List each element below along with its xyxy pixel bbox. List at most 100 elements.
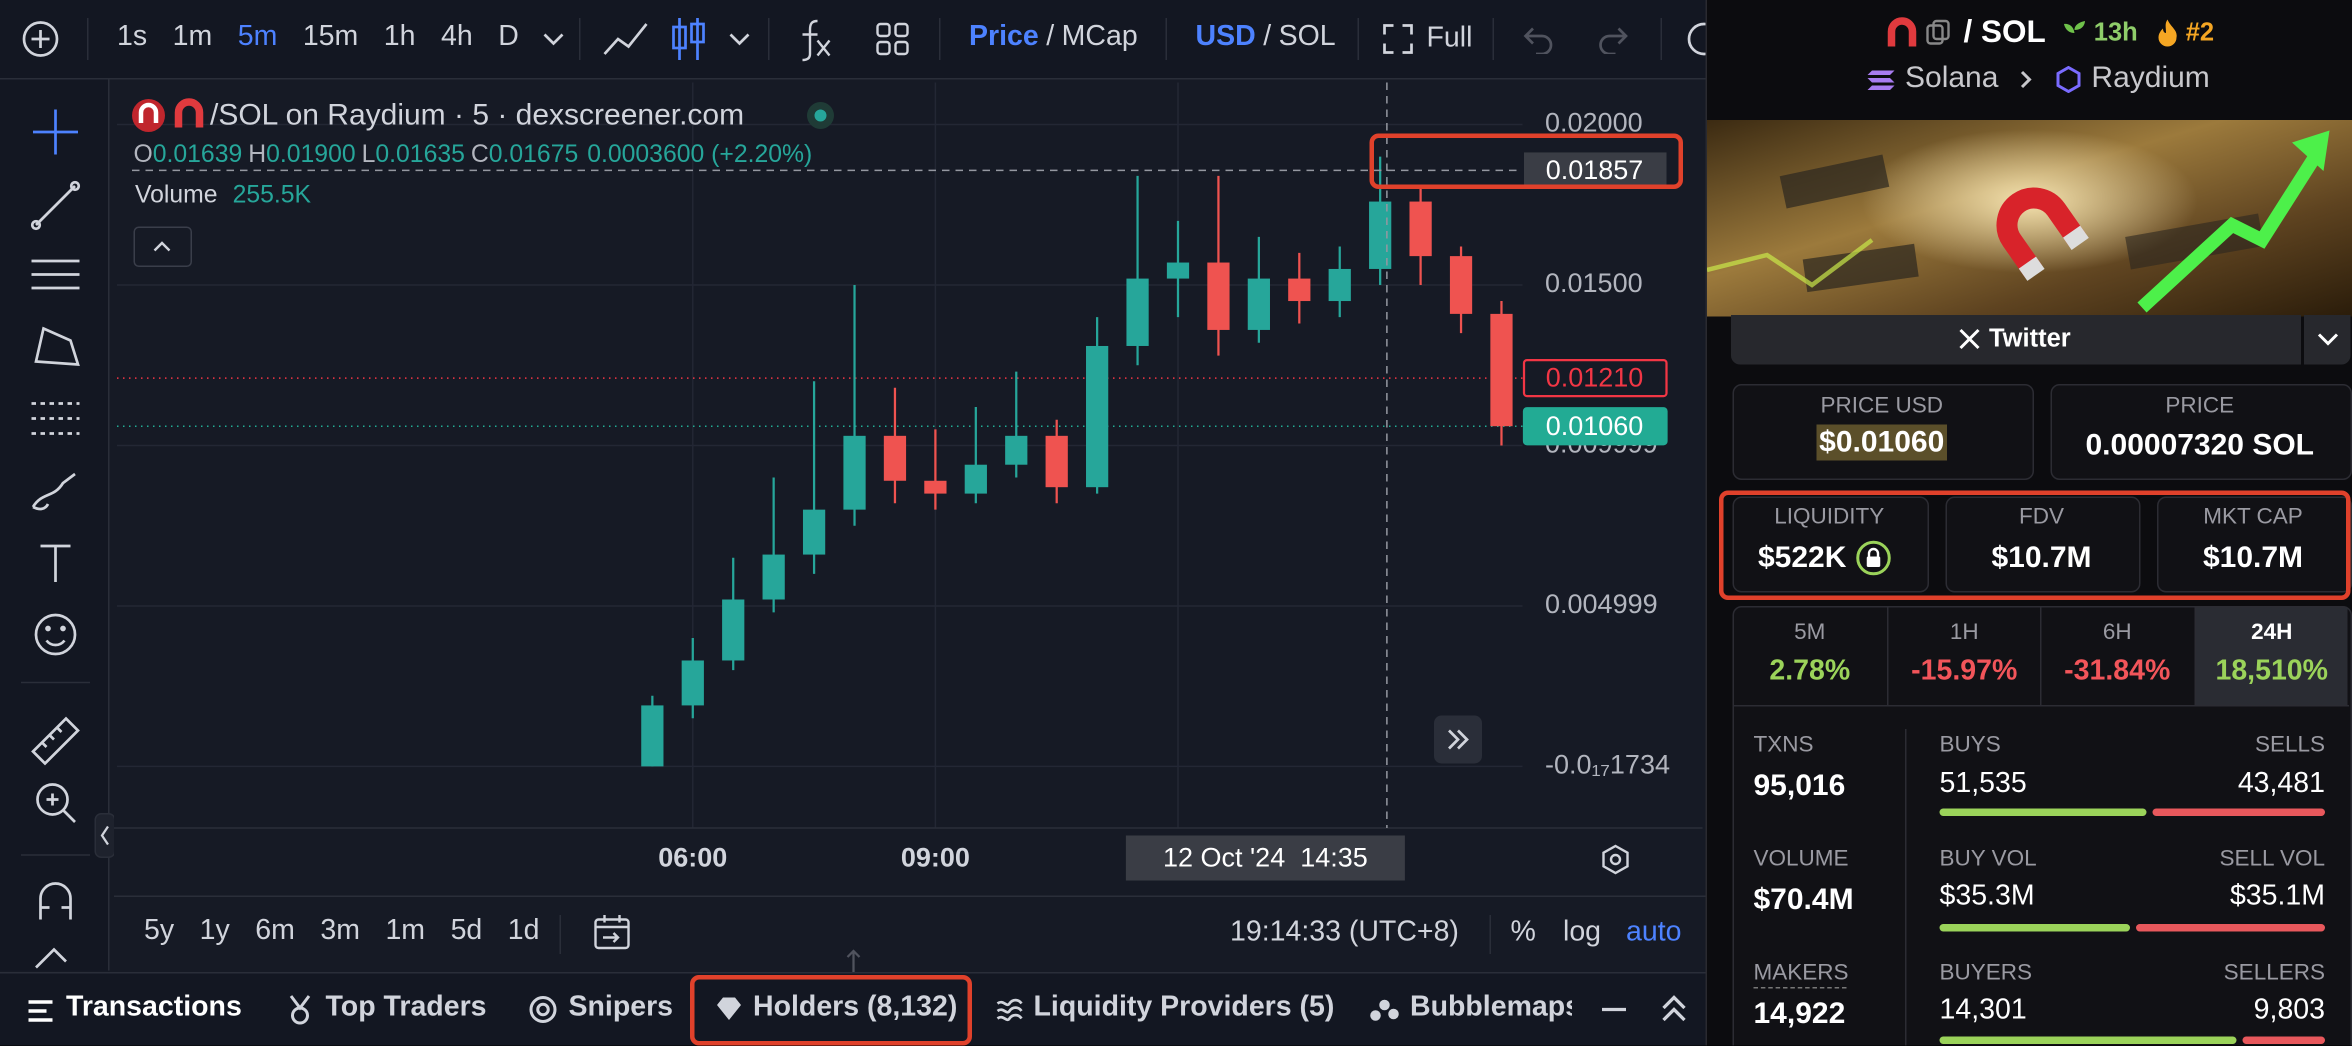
stat-label: SELL VOL xyxy=(2219,846,2325,872)
interval[interactable]: 1h xyxy=(383,21,416,53)
scroll-right-button[interactable] xyxy=(1434,715,1482,764)
toggle-option[interactable]: MCap xyxy=(1061,21,1138,53)
timeframe-label[interactable]: 5M xyxy=(1794,619,1826,646)
timeframe-change: -31.84% xyxy=(2064,655,2171,688)
stat-value: $70.4M xyxy=(1753,883,1854,917)
auto-toggle[interactable]: auto xyxy=(1626,916,1682,949)
stat-label: BUYERS xyxy=(1939,960,2033,986)
plot-background xyxy=(114,82,1703,893)
collapse-handle[interactable] xyxy=(94,813,116,858)
fullscreen-button[interactable]: Full xyxy=(1426,22,1473,55)
chevron-icon[interactable] xyxy=(542,30,566,48)
legend-key: C xyxy=(470,141,489,168)
interval[interactable]: 4h xyxy=(441,21,473,53)
chain-name[interactable]: Solana xyxy=(1905,61,1999,95)
range-option[interactable]: 1d xyxy=(507,915,540,947)
candle-icon[interactable] xyxy=(669,15,708,63)
candle-body xyxy=(641,705,664,767)
range-option[interactable]: 6m xyxy=(255,915,295,947)
expand-icon[interactable] xyxy=(1658,992,1691,1028)
interval[interactable]: 15m xyxy=(302,21,359,53)
add-indicator-icon[interactable] xyxy=(21,20,60,59)
timeframe-label[interactable]: 1H xyxy=(1949,619,1979,646)
highlight-box xyxy=(1719,490,2351,600)
stat-value: 9,803 xyxy=(2253,994,2325,1027)
card-value: $10.7M xyxy=(1991,541,2092,575)
line-chart-icon[interactable] xyxy=(602,18,650,60)
goto-date-icon[interactable] xyxy=(591,912,633,954)
stat-value: 51,535 xyxy=(1939,768,2027,800)
tab[interactable]: Top Traders xyxy=(325,991,487,1024)
tab[interactable]: Liquidity Providers (5) xyxy=(1033,991,1335,1024)
stat-label: VOLUME xyxy=(1753,846,1849,872)
candle-body xyxy=(802,509,826,555)
log-toggle[interactable]: log xyxy=(1563,916,1602,949)
toggle-option[interactable]: Price xyxy=(969,21,1039,53)
card-label: LIQUIDITY xyxy=(1774,504,1885,530)
separator xyxy=(939,18,941,60)
pair-age: 13h xyxy=(2093,18,2138,47)
percent-toggle[interactable]: % xyxy=(1510,916,1536,949)
tab[interactable]: Holders (8,132) xyxy=(753,991,958,1024)
toggle-separator: / xyxy=(1046,21,1055,53)
tab-clip: Bubblemaps xyxy=(1410,990,1572,1026)
candle-body xyxy=(1207,262,1230,330)
twitter-button[interactable] xyxy=(1731,315,2301,365)
legend-key: O xyxy=(133,141,153,168)
minimize-icon[interactable] xyxy=(1598,995,1631,1025)
sell-bar xyxy=(2152,808,2325,816)
volume-value: 255.5K xyxy=(232,181,312,209)
currency-toggle[interactable]: USD / SOL xyxy=(1196,21,1336,54)
toggle-option[interactable]: SOL xyxy=(1278,21,1336,53)
chart-settings-icon[interactable] xyxy=(1599,843,1632,876)
copy-icon[interactable] xyxy=(1925,18,1952,48)
separator xyxy=(1357,18,1359,60)
fullscreen-icon[interactable] xyxy=(1382,23,1415,56)
timeframe-label[interactable]: 6H xyxy=(2102,619,2132,646)
price-mcap-toggle[interactable]: Price / MCap xyxy=(969,21,1138,54)
settings-icon[interactable] xyxy=(1686,21,1706,57)
candle-body xyxy=(722,599,745,661)
fx-icon[interactable] xyxy=(797,17,836,62)
range-option[interactable]: 1y xyxy=(199,915,230,947)
timeframe-label[interactable]: 24H xyxy=(2251,619,2293,646)
tab[interactable]: Transactions xyxy=(66,991,242,1024)
redo-icon[interactable] xyxy=(1595,24,1631,54)
tab-icon xyxy=(1370,999,1399,1021)
price-chart: 0.020000.015000.0099990.004999-0.0₁₇1734… xyxy=(114,82,1703,893)
metric-card xyxy=(1945,496,2141,593)
layout-icon[interactable] xyxy=(875,21,911,57)
dex-name[interactable]: Raydium xyxy=(2091,61,2210,95)
tab[interactable]: Bubblemaps xyxy=(1410,991,1572,1024)
range-option[interactable]: 5d xyxy=(450,915,483,947)
stat-value: 14,922 xyxy=(1753,997,1846,1031)
stat-value: 95,016 xyxy=(1753,769,1846,803)
separator xyxy=(1489,915,1491,954)
underline xyxy=(1753,987,1847,990)
undo-icon[interactable] xyxy=(1521,24,1557,54)
x-logo xyxy=(1959,328,1980,350)
stat-label: MAKERS xyxy=(1753,960,1849,986)
toggle-option[interactable]: USD xyxy=(1195,21,1256,53)
tab[interactable]: Snipers xyxy=(568,991,674,1024)
chevron-icon[interactable] xyxy=(728,30,752,48)
interval[interactable]: 1s xyxy=(117,21,148,53)
highlight-box xyxy=(1369,133,1683,189)
links-dropdown[interactable] xyxy=(2304,315,2351,365)
range-group: 5y 1y 6m 3m 1m 5d 1d xyxy=(144,915,539,948)
interval[interactable]: 5m xyxy=(237,21,278,53)
interval[interactable]: 1m xyxy=(172,21,213,53)
chart-title: /SOL on Raydium · 5 · dexscreener.com xyxy=(210,98,745,132)
clock: 19:14:33 (UTC+8) xyxy=(1230,916,1459,949)
range-option[interactable]: 5y xyxy=(144,915,175,947)
metric-card xyxy=(1732,496,1929,593)
x-tick-label: 06:00 xyxy=(658,843,727,873)
interval[interactable]: D xyxy=(498,21,519,53)
price-card xyxy=(2050,384,2352,480)
tool-icons[interactable] xyxy=(0,80,108,971)
range-option[interactable]: 1m xyxy=(385,915,426,947)
range-option[interactable]: 3m xyxy=(320,915,360,947)
divider xyxy=(2194,607,2196,705)
collapse-legend-button[interactable] xyxy=(133,226,193,268)
twitter-label[interactable]: Twitter xyxy=(1989,324,2071,353)
